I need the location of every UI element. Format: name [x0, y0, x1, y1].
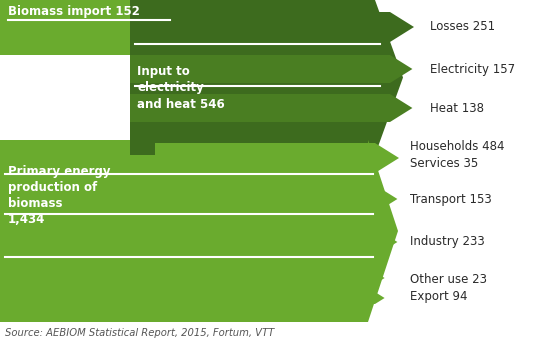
- Text: Input to
electricity
and heat 546: Input to electricity and heat 546: [137, 65, 225, 111]
- Text: Primary energy
production of
biomass
1,434: Primary energy production of biomass 1,4…: [8, 165, 110, 226]
- Text: Households 484
Services 35: Households 484 Services 35: [410, 140, 505, 170]
- Text: Biomass import 152: Biomass import 152: [8, 6, 140, 19]
- Polygon shape: [155, 143, 399, 173]
- Text: Transport 153: Transport 153: [410, 193, 492, 205]
- Text: Industry 233: Industry 233: [410, 236, 485, 248]
- Polygon shape: [5, 292, 385, 304]
- Polygon shape: [0, 0, 270, 55]
- Polygon shape: [130, 55, 412, 83]
- Polygon shape: [155, 228, 397, 256]
- Polygon shape: [130, 12, 414, 42]
- Polygon shape: [155, 185, 397, 213]
- Polygon shape: [0, 140, 368, 322]
- Text: Losses 251: Losses 251: [430, 21, 495, 34]
- Text: Heat 138: Heat 138: [430, 102, 484, 114]
- Polygon shape: [375, 0, 403, 155]
- Polygon shape: [368, 140, 398, 322]
- Polygon shape: [5, 272, 385, 284]
- Polygon shape: [130, 94, 412, 122]
- Text: Source: AEBIOM Statistical Report, 2015, Fortum, VTT: Source: AEBIOM Statistical Report, 2015,…: [5, 328, 274, 338]
- Text: Electricity 157: Electricity 157: [430, 63, 515, 76]
- Polygon shape: [130, 0, 375, 155]
- Text: Other use 23
Export 94: Other use 23 Export 94: [410, 273, 487, 303]
